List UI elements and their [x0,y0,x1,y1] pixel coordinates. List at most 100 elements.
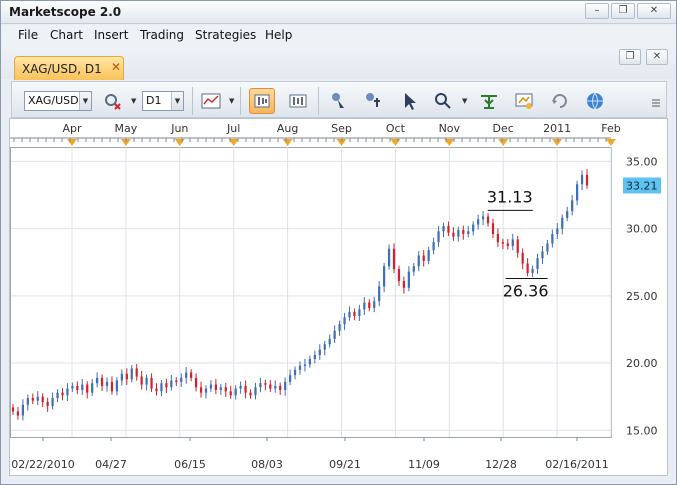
candle-body [185,372,188,378]
candle-body [199,387,203,393]
menu-help[interactable]: Help [265,28,293,42]
candle-body [477,219,480,225]
candle-body [383,266,386,287]
candle-body [566,211,569,218]
candle-body [125,373,128,380]
candle-body [348,311,351,318]
refresh-icon[interactable] [547,88,573,114]
candle-body [491,223,495,235]
candle-body [180,377,183,382]
month-label: Oct [386,122,406,135]
zoom-icon[interactable] [430,88,456,114]
chart-canvas[interactable]: Apr May Jun Jul Aug Sep Oct Nov Dec 2011 Feb 35.00… [10,119,669,477]
candle-body [105,381,109,386]
candle-body [21,404,25,416]
candle-body [462,229,465,235]
candle-body [254,387,257,396]
candle-body [115,380,119,392]
close-document-button[interactable]: ✕ [646,49,668,65]
overflow-icon[interactable] [649,88,663,114]
candle-body [437,231,440,243]
menu-insert[interactable]: Insert [94,28,129,42]
candle-body [442,225,445,232]
chevron-down-icon[interactable]: ▼ [229,97,235,105]
candle-body [259,383,262,388]
close-button[interactable]: ✕ [637,3,671,19]
candle-body [343,317,346,325]
candle-body [165,383,168,388]
month-marker [390,139,401,146]
crosshair-icon[interactable] [360,88,386,114]
globe-icon[interactable] [582,88,608,114]
month-label: Jul [226,122,240,135]
candle-body [412,266,415,272]
month-label: Sep [331,122,352,135]
price-chart[interactable]: Apr May Jun Jul Aug Sep Oct Nov Dec 2011 Feb 35.00… [9,118,668,476]
bar-chart-icon[interactable] [249,88,275,114]
date-tick-label: 11/09 [408,458,440,471]
date-tick-label: 04/27 [95,458,127,471]
candle-body [373,301,376,308]
maximize-button[interactable]: ❐ [611,3,635,19]
candle-body [130,368,133,380]
candle-body [363,302,366,310]
price-tick-label: 30.00 [626,223,658,236]
candle-body [521,252,524,264]
candle-body [541,251,544,259]
close-icon[interactable]: ✕ [111,60,122,74]
minimize-button[interactable]: – [585,3,609,19]
candle-body [318,349,321,355]
candle-body [506,243,509,247]
chevron-down-icon[interactable]: ▼ [131,97,137,105]
annotations: 31.13 26.36 [487,187,549,300]
price-tick-label: 25.00 [626,290,658,303]
candle-body [392,248,396,269]
chart-type-icon[interactable] [198,88,224,114]
add-indicator-icon[interactable] [476,88,502,114]
candles [11,169,589,421]
candle-body [298,365,302,370]
month-label: Apr [62,122,82,135]
month-marker [606,139,616,146]
candle-body [11,407,15,412]
document-tab-bar: XAG/USD, D1 ✕ [1,47,676,80]
candle-body [303,364,307,366]
candle-body [575,184,579,201]
chevron-down-icon[interactable]: ▼ [462,97,468,105]
menu-chart[interactable]: Chart [50,28,83,42]
cursor-icon[interactable] [326,88,352,114]
symbol-select[interactable]: XAG/USD ▼ [24,91,92,111]
candle-body [422,255,425,261]
month-label: Jun [170,122,188,135]
candle-body [546,243,549,252]
timeframe-select[interactable]: D1 ▼ [142,91,184,111]
restore-document-button[interactable]: ❐ [619,49,641,65]
date-tick-label: 08/03 [251,458,283,471]
candle-body [190,372,193,378]
candle-chart-icon[interactable] [285,88,311,114]
menu-file[interactable]: File [18,28,39,42]
candle-body [308,359,312,365]
properties-icon[interactable] [511,88,537,114]
candle-body [313,354,316,360]
candle-body [338,324,341,331]
candle-body [175,380,178,383]
remove-indicator-icon[interactable] [100,88,126,114]
tab-xagusd-d1[interactable]: XAG/USD, D1 ✕ [14,56,124,80]
menu-strategies[interactable]: Strategies [195,28,257,42]
candle-body [170,380,173,388]
month-label: Nov [439,122,461,135]
date-tick-label: 02/22/2010 [11,458,74,471]
candle-body [551,234,554,244]
price-axis: 35.00 30.00 25.00 20.00 15.00 33.21 [623,155,661,437]
month-label: Aug [277,122,298,135]
candle-body [219,387,222,390]
candle-body [561,217,564,229]
candle-body [387,248,391,267]
candle-body [353,311,356,317]
month-marker [282,139,293,146]
menu-trading[interactable]: Trading [140,28,185,42]
date-tick-label: 09/21 [329,458,361,471]
pointer-icon[interactable] [396,88,422,114]
